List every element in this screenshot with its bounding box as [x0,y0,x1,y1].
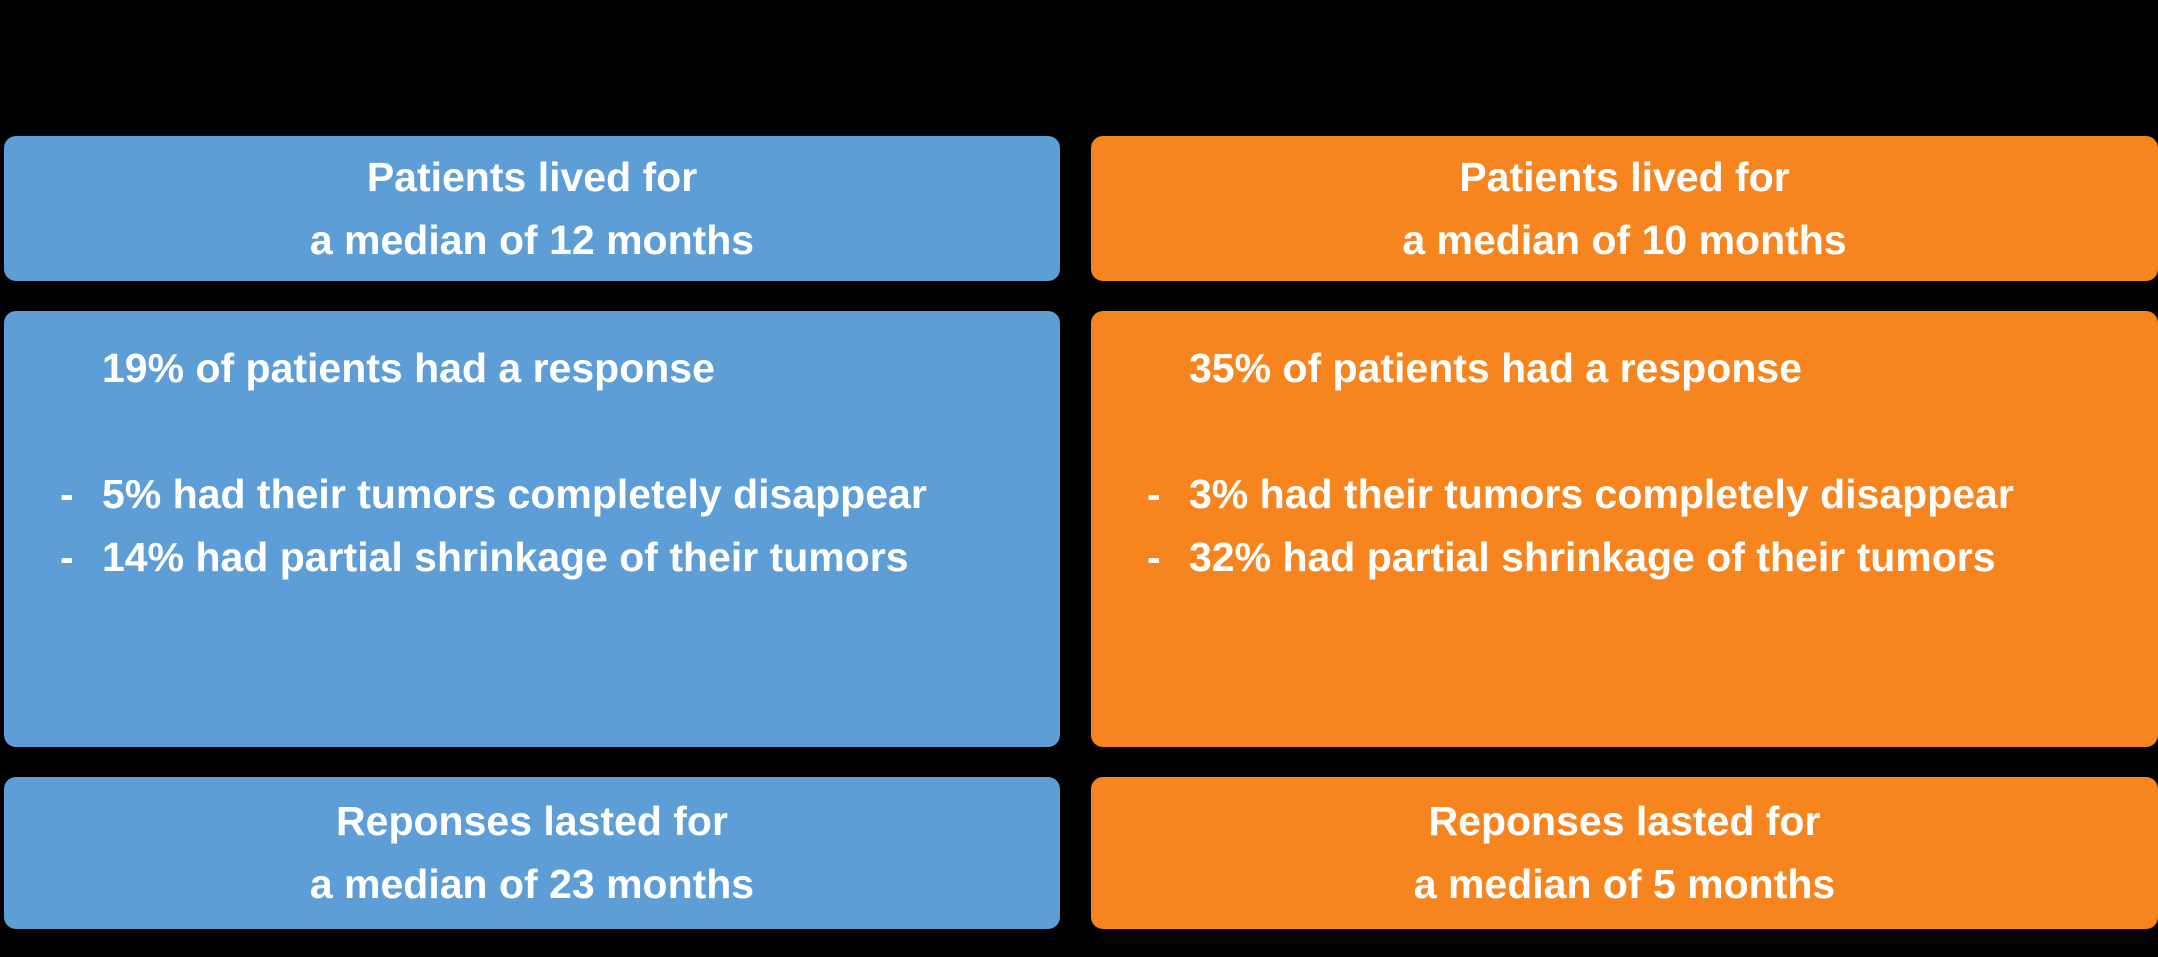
right-duration-box: Reponses lasted for a median of 5 months [1091,777,2158,929]
bullet-text: 32% had partial shrinkage of their tumor… [1189,534,1996,580]
left-survival-box: Patients lived for a median of 12 months [4,136,1060,281]
dash-marker: - [1147,471,1161,517]
right-survival-box: Patients lived for a median of 10 months [1091,136,2158,281]
bullet-item: - 32% had partial shrinkage of their tum… [1147,526,2118,589]
bullet-text: 14% had partial shrinkage of their tumor… [102,534,909,580]
left-survival-line2: a median of 12 months [309,216,755,263]
left-response-box: 19% of patients had a response - 5% had … [4,311,1060,747]
left-survival-line1: Patients lived for [366,153,698,200]
right-survival-line1: Patients lived for [1459,153,1790,200]
left-duration-line1: Reponses lasted for [336,798,728,844]
left-duration-box: Reponses lasted for a median of 23 month… [4,777,1060,929]
right-duration-line2: a median of 5 months [1413,861,1836,907]
left-duration-line2: a median of 23 months [309,861,755,907]
right-response-headline: 35% of patients had a response [1189,345,1802,391]
right-duration-line1: Reponses lasted for [1428,798,1821,844]
bullet-text: 3% had their tumors completely disappear [1189,471,2014,517]
right-response-box: 35% of patients had a response - 3% had … [1091,311,2158,747]
bullet-item: - 5% had their tumors completely disappe… [60,463,1020,526]
bullet-item: - 3% had their tumors completely disappe… [1147,463,2118,526]
comparison-grid: Patients lived for a median of 12 months… [4,136,2158,929]
bullet-item: - 14% had partial shrinkage of their tum… [60,526,1020,589]
dash-marker: - [60,471,74,517]
left-response-bullets: - 5% had their tumors completely disappe… [60,463,1020,589]
dash-marker: - [1147,534,1161,580]
right-response-bullets: - 3% had their tumors completely disappe… [1147,463,2118,589]
left-response-headline: 19% of patients had a response [102,345,715,391]
bullet-text: 5% had their tumors completely disappear [102,471,927,517]
dash-marker: - [60,534,74,580]
right-survival-line2: a median of 10 months [1402,216,1847,263]
